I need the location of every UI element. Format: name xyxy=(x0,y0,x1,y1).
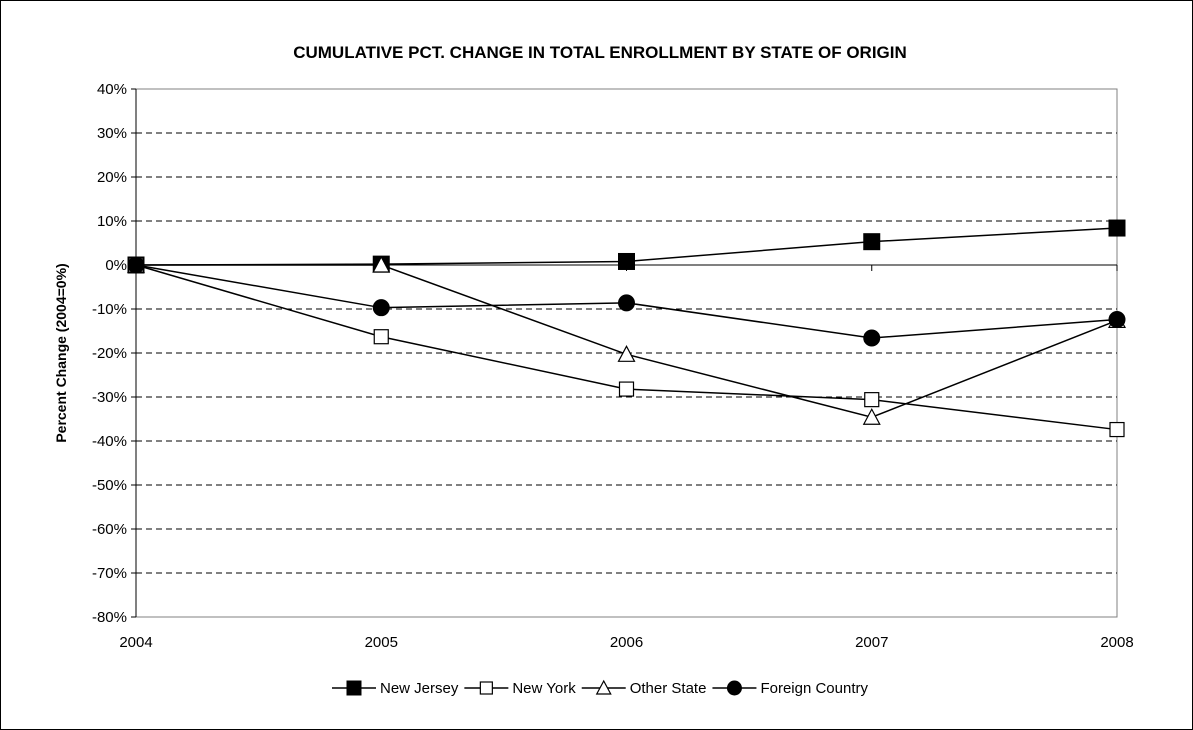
legend-label: New Jersey xyxy=(380,680,459,697)
y-tick-labels: 40% 30% 20% 10% 0% -10% -20% -30% -40% -50% -60% -7… xyxy=(92,81,127,626)
series-new-york xyxy=(128,257,1125,438)
y-tick-label: -30% xyxy=(92,389,127,406)
y-tick-label: -20% xyxy=(92,345,127,362)
y-tick-label: -60% xyxy=(92,521,127,538)
data-point xyxy=(1109,421,1125,438)
data-point xyxy=(346,680,362,696)
data-point xyxy=(864,392,880,408)
legend-item: Other State xyxy=(581,679,707,697)
data-point xyxy=(372,299,390,317)
data-point xyxy=(618,294,635,312)
y-tick-label: 40% xyxy=(97,81,127,98)
data-point xyxy=(1108,219,1126,237)
y-tick-label: -50% xyxy=(92,477,127,494)
data-point xyxy=(618,381,635,397)
y-tick-label: -10% xyxy=(92,301,127,318)
legend-item: New Jersey xyxy=(331,680,459,697)
data-point xyxy=(372,255,391,273)
legend: New Jersey New York Other State Foreign Cou… xyxy=(331,679,868,697)
x-tick-label: 2004 xyxy=(119,634,152,651)
data-point xyxy=(1108,311,1126,329)
data-point xyxy=(863,329,881,347)
y-tick-label: -80% xyxy=(92,609,127,626)
data-point xyxy=(726,680,742,696)
y-tick-label: 20% xyxy=(97,169,127,186)
legend-item: Foreign Country xyxy=(712,680,868,697)
x-tick-label: 2007 xyxy=(855,634,888,651)
legend-item: New York xyxy=(464,680,576,697)
series-group xyxy=(127,219,1126,438)
y-tick-label: -40% xyxy=(92,433,127,450)
legend-label: Other State xyxy=(630,680,707,697)
legend-label: Foreign Country xyxy=(760,680,868,697)
data-point xyxy=(862,407,881,425)
x-tick-labels: 2004 2005 2006 2007 2008 xyxy=(119,634,1133,651)
data-point xyxy=(595,679,612,695)
data-point xyxy=(618,252,635,270)
data-point xyxy=(127,256,145,274)
y-axis-label: Percent Change (2004=0%) xyxy=(53,263,69,442)
chart-title: CUMULATIVE PCT. CHANGE IN TOTAL ENROLLME… xyxy=(293,43,907,62)
x-tick-label: 2008 xyxy=(1100,634,1133,651)
series-foreign-country xyxy=(127,256,1126,347)
x-tick-label: 2006 xyxy=(610,634,643,651)
data-point xyxy=(863,233,881,251)
data-point xyxy=(617,345,636,362)
data-point xyxy=(373,329,389,345)
data-point xyxy=(479,681,493,695)
y-tick-label: 30% xyxy=(97,125,127,142)
x-tick-label: 2005 xyxy=(365,634,398,651)
y-tick-label: 0% xyxy=(105,257,127,274)
y-tick-label: -70% xyxy=(92,565,127,582)
y-tick-label: 10% xyxy=(97,213,127,230)
legend-label: New York xyxy=(512,680,576,697)
